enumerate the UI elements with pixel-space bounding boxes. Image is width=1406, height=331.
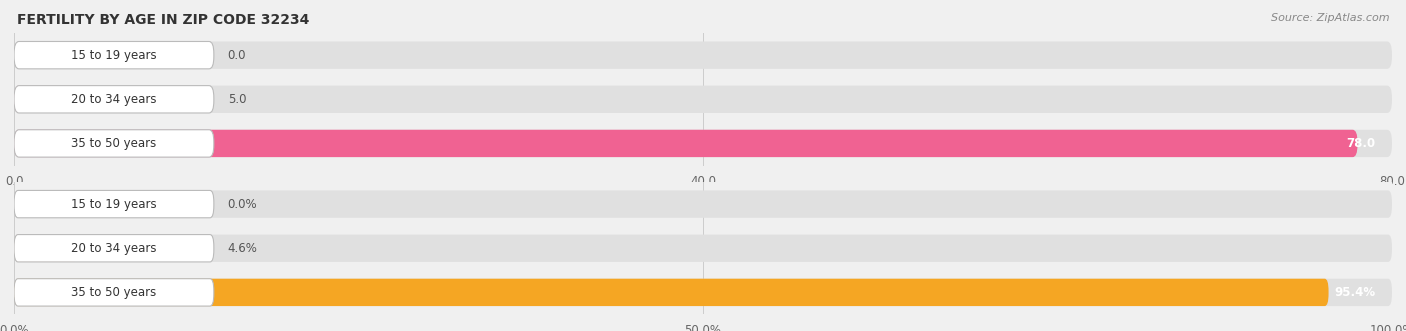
Text: 5.0: 5.0 [228,93,246,106]
Text: 35 to 50 years: 35 to 50 years [72,286,156,299]
Text: 15 to 19 years: 15 to 19 years [72,198,156,211]
FancyBboxPatch shape [14,190,214,218]
FancyBboxPatch shape [14,41,214,69]
Text: 95.4%: 95.4% [1334,286,1375,299]
Text: FERTILITY BY AGE IN ZIP CODE 32234: FERTILITY BY AGE IN ZIP CODE 32234 [17,13,309,27]
Text: 20 to 34 years: 20 to 34 years [72,93,156,106]
Text: 20 to 34 years: 20 to 34 years [72,242,156,255]
Text: 35 to 50 years: 35 to 50 years [72,137,156,150]
FancyBboxPatch shape [14,130,1392,157]
FancyBboxPatch shape [14,279,1329,306]
Text: 15 to 19 years: 15 to 19 years [72,49,156,62]
FancyBboxPatch shape [14,86,214,113]
FancyBboxPatch shape [14,279,214,306]
Text: 78.0: 78.0 [1347,137,1375,150]
FancyBboxPatch shape [14,86,1392,113]
FancyBboxPatch shape [14,279,1392,306]
Text: 4.6%: 4.6% [228,242,257,255]
FancyBboxPatch shape [14,235,214,262]
Text: 0.0: 0.0 [228,49,246,62]
FancyBboxPatch shape [14,41,1392,69]
FancyBboxPatch shape [14,235,1392,262]
Text: 0.0%: 0.0% [228,198,257,211]
FancyBboxPatch shape [14,86,100,113]
FancyBboxPatch shape [14,190,1392,218]
FancyBboxPatch shape [14,130,1358,157]
Text: Source: ZipAtlas.com: Source: ZipAtlas.com [1271,13,1389,23]
FancyBboxPatch shape [14,235,77,262]
FancyBboxPatch shape [14,130,214,157]
